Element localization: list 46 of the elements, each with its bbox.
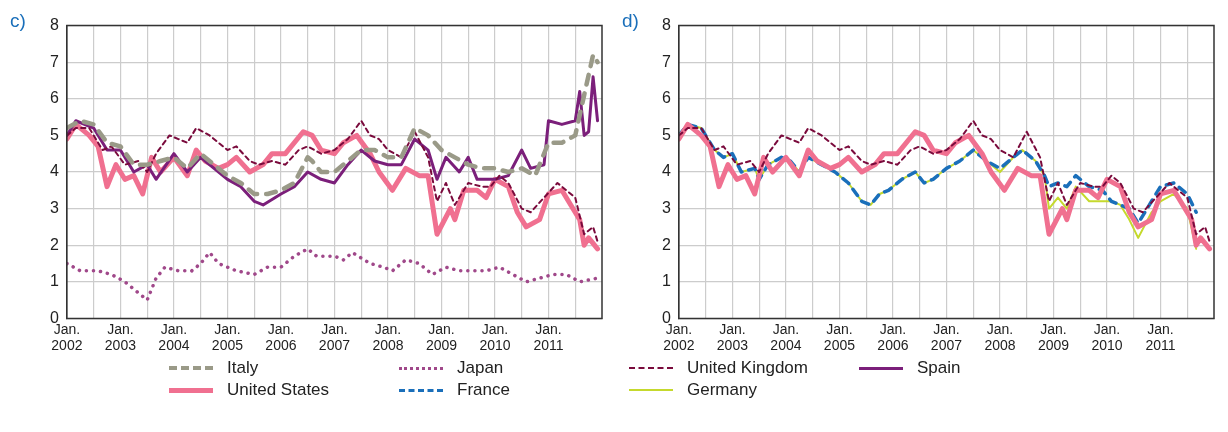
- y-tick-label: 2: [49, 235, 59, 253]
- line-series: [66, 52, 600, 197]
- x-tick-label: Jan. 2011: [1145, 320, 1176, 354]
- y-tick-label: 5: [661, 125, 671, 143]
- x-tick-label: Jan. 2010: [479, 320, 511, 354]
- legend-label: France: [457, 380, 510, 400]
- x-tick-label: Jan. 2005: [823, 320, 856, 354]
- legend-label: Germany: [687, 380, 757, 400]
- y-tick-label: 1: [49, 272, 59, 290]
- y-tick-label: 4: [49, 162, 59, 180]
- x-tick-label: Jan. 2010: [1091, 320, 1123, 354]
- legend-label: United States: [227, 380, 330, 400]
- y-tick-label: 3: [49, 199, 59, 217]
- y-tick-label: 3: [661, 199, 671, 217]
- y-tick-label: 6: [661, 89, 671, 107]
- x-tick-label: Jan. 2009: [425, 320, 458, 354]
- y-tick-label: 7: [661, 52, 671, 70]
- line-series: [66, 247, 600, 302]
- legend-label: Japan: [457, 358, 504, 378]
- legend-label: United Kingdom: [687, 358, 808, 378]
- y-tick-label: 5: [49, 125, 59, 143]
- legend-label: Spain: [917, 358, 961, 378]
- x-tick-label: Jan. 2007: [318, 320, 351, 354]
- x-tick-label: Jan. 2008: [372, 320, 404, 354]
- x-tick-label: Jan. 2011: [533, 320, 564, 354]
- y-tick-label: 4: [661, 162, 671, 180]
- x-tick-label: Jan. 2003: [716, 320, 749, 354]
- x-tick-label: Jan. 2003: [104, 320, 137, 354]
- chart-title: c): [10, 10, 26, 32]
- x-tick-label: Jan. 2004: [770, 320, 802, 354]
- y-tick-label: 8: [661, 16, 671, 34]
- y-tick-label: 2: [661, 235, 671, 253]
- y-tick-label: 8: [49, 16, 59, 34]
- x-tick-label: Jan. 2004: [158, 320, 190, 354]
- line-series: [678, 122, 1198, 225]
- chart-title: d): [622, 10, 639, 32]
- x-tick-label: Jan. 2006: [877, 320, 909, 354]
- x-tick-label: Jan. 2005: [211, 320, 244, 354]
- y-tick-label: 6: [49, 89, 59, 107]
- legend-label: Italy: [227, 358, 259, 378]
- x-tick-label: Jan. 2006: [265, 320, 297, 354]
- x-tick-label: Jan. 2007: [930, 320, 963, 354]
- y-tick-label: 1: [661, 272, 671, 290]
- x-tick-label: Jan. 2009: [1037, 320, 1070, 354]
- y-tick-label: 7: [49, 52, 59, 70]
- x-tick-label: Jan. 2008: [984, 320, 1016, 354]
